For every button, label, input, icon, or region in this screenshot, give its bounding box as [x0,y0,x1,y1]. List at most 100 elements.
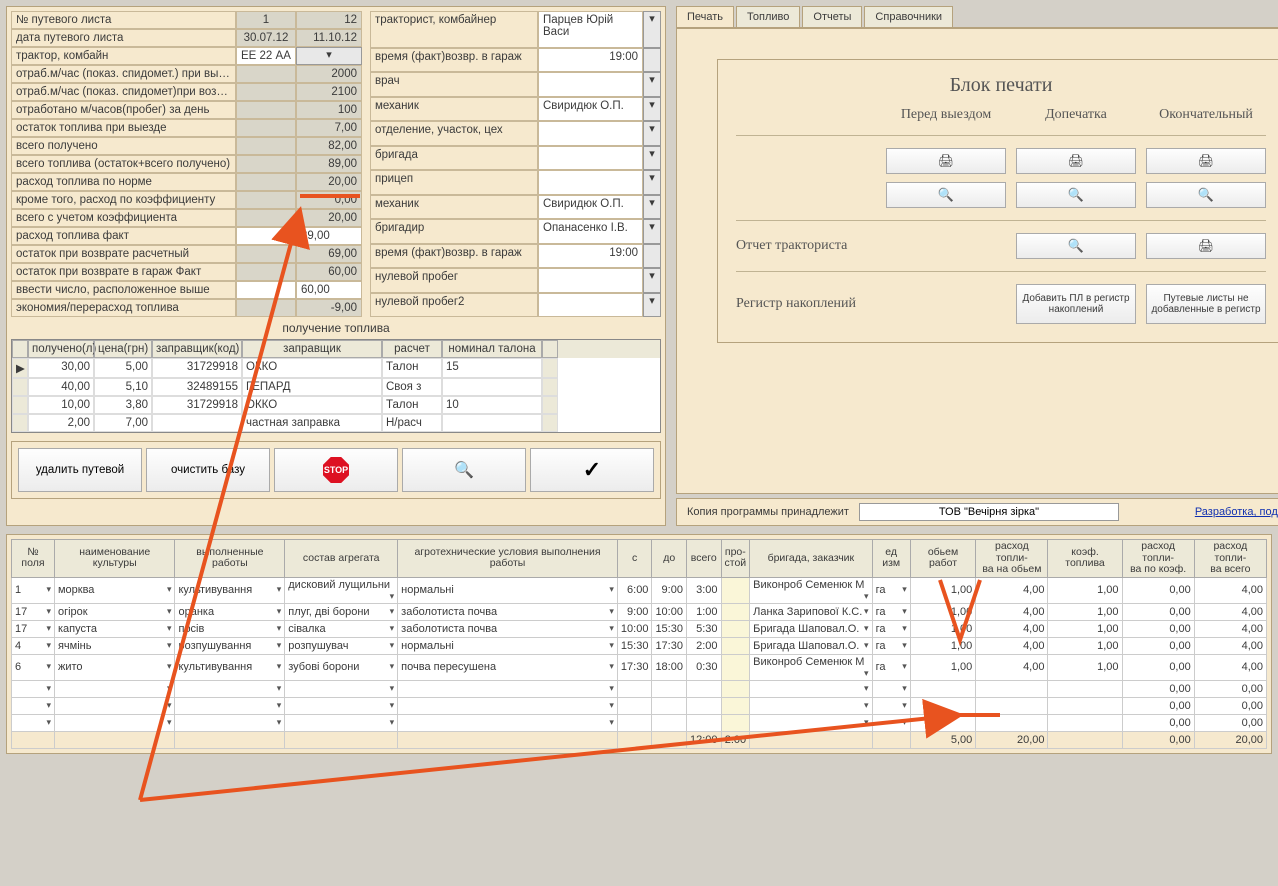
field-label: отработано м/часов(пробег) за день [11,101,236,119]
print-before-button[interactable]: 🖨 [886,148,1006,174]
accum-register-label: Регистр накоплений [736,296,876,312]
field-value[interactable] [538,72,643,97]
clear-db-button[interactable]: очистить базу [146,448,270,492]
works-row-empty[interactable]: 0,000,00 [12,680,1267,697]
check-icon [583,457,601,483]
dropdown-icon[interactable] [643,48,661,73]
field-value [236,83,296,101]
field-value[interactable] [538,268,643,293]
field-value: 20,00 [296,209,362,227]
works-row[interactable]: 17огірокоранкаплуг, дві боронизаболотист… [12,603,1267,620]
works-row-empty[interactable]: 0,000,00 [12,714,1267,731]
bottom-panel: № полянаименование культурывыполненные р… [6,534,1272,754]
support-link[interactable]: Разработка, поддержка [1195,506,1278,518]
dropdown-icon[interactable]: ▾ [643,268,661,293]
tractor-select[interactable]: ЕЕ 22 АА [236,47,296,65]
fuel-col-header: заправщик [242,340,382,358]
tab-отчеты[interactable]: Отчеты [802,6,862,27]
field-value: 11.10.12 [296,29,362,47]
works-col-header: коэф. топлива [1048,540,1122,578]
dropdown-icon[interactable]: ▾ [643,195,661,220]
driver-report-print-button[interactable]: 🖨 [1146,233,1266,259]
right-panel: ПечатьТопливоОтчетыСправочники Блок печа… [676,6,1278,526]
field-label: механик [370,195,538,220]
dropdown-icon[interactable]: ▾ [643,72,661,97]
field-label: кроме того, расход по коэффициенту [11,191,236,209]
field-value: 7,00 [296,119,362,137]
fuel-row[interactable]: ▶30,005,0031729918ОККОТалон15 [12,358,660,378]
works-totals-row: 12:002:005,0020,000,0020,00 [12,731,1267,748]
field-label: всего получено [11,137,236,155]
fuel-col-header: заправщик(код) [152,340,242,358]
field-value [236,191,296,209]
fuel-col-header: цена(грн) [94,340,152,358]
dropdown-icon[interactable]: ▾ [296,47,362,65]
field-label: время (факт)возвр. в гараж [370,244,538,269]
dropdown-icon[interactable]: ▾ [643,293,661,318]
field-value[interactable]: 19:00 [538,244,643,269]
add-to-register-button[interactable]: Добавить ПЛ в регистр накоплений [1016,284,1136,324]
field-value: 2000 [296,65,362,83]
field-value [236,137,296,155]
field-label: отраб.м/час (показ. спидомет)при возврат… [11,83,236,101]
delete-waybill-button[interactable]: удалить путевой [18,448,142,492]
dropdown-icon[interactable]: ▾ [643,121,661,146]
print-block: Блок печати Перед выездом Допечатка Окон… [717,59,1278,343]
field-value[interactable]: Опанасенко І.В. [538,219,643,244]
works-row[interactable]: 6житокультивуваннязубові боронипочва пер… [12,654,1267,680]
field-label: всего с учетом коэффициента [11,209,236,227]
dropdown-icon[interactable]: ▾ [643,11,661,48]
fuel-col-header: расчет [382,340,442,358]
search-button[interactable] [402,448,526,492]
not-in-register-button[interactable]: Путевые листы не добавленные в регистр [1146,284,1266,324]
field-value[interactable]: Парцев Юрій Васи [538,11,643,48]
driver-report-label: Отчет тракториста [736,238,876,254]
field-value[interactable] [538,121,643,146]
tab-топливо[interactable]: Топливо [736,6,800,27]
works-col-header: с [617,540,652,578]
works-row[interactable]: 4ячміньрозпушуваннярозпушувачнормальні15… [12,637,1267,654]
fuel-col-header [542,340,558,358]
field-value: 60,00 [296,281,362,299]
copyright-label: Копия программы принадлежит [687,506,849,518]
preview-reprint-button[interactable]: 🔍 [1016,182,1136,208]
confirm-button[interactable] [530,448,654,492]
field-value[interactable]: 19:00 [538,48,643,73]
field-label: ввести число, расположенное выше [11,281,236,299]
stop-button[interactable]: STOP [274,448,398,492]
fuel-row[interactable]: 40,005,1032489155ГЕПАРДСвоя з [12,378,660,396]
preview-final-button[interactable]: 🔍 [1146,182,1266,208]
works-col-header: состав агрегата [285,540,398,578]
dropdown-icon[interactable]: ▾ [643,219,661,244]
dropdown-icon[interactable] [643,244,661,269]
field-value [236,173,296,191]
works-col-header: расход топли-ва всего [1194,540,1266,578]
tab-справочники[interactable]: Справочники [864,6,953,27]
preview-before-button[interactable]: 🔍 [886,182,1006,208]
works-row-empty[interactable]: 0,000,00 [12,697,1267,714]
print-final-button[interactable]: 🖨 [1146,148,1266,174]
driver-report-preview-button[interactable]: 🔍 [1016,233,1136,259]
works-row[interactable]: 17капустапосівсівалказаболотиста почва10… [12,620,1267,637]
field-value: 69,00 [296,245,362,263]
field-value[interactable] [538,146,643,171]
field-value[interactable] [538,293,643,318]
fuel-row[interactable]: 10,003,8031729918ОККОТалон10 [12,396,660,414]
fuel-table: получено(л)цена(грн)заправщик(код)заправ… [11,339,661,433]
print-reprint-button[interactable]: 🖨 [1016,148,1136,174]
stop-icon: STOP [323,457,349,483]
field-value[interactable]: Свиридюк О.П. [538,97,643,122]
dropdown-icon[interactable]: ▾ [643,170,661,195]
field-value[interactable] [538,170,643,195]
tab-печать[interactable]: Печать [676,6,734,27]
dropdown-icon[interactable]: ▾ [643,97,661,122]
fuel-row[interactable]: 2,007,00частная заправкаН/расч [12,414,660,432]
dropdown-icon[interactable]: ▾ [643,146,661,171]
field-label: № путевого листа [11,11,236,29]
works-row[interactable]: 1морквакультивуваннядисковий лущильнинор… [12,577,1267,603]
copyright-bar: Копия программы принадлежит Разработка, … [676,498,1278,526]
field-label: прицеп [370,170,538,195]
field-value: 2100 [296,83,362,101]
field-value[interactable]: Свиридюк О.П. [538,195,643,220]
works-table: № полянаименование культурывыполненные р… [11,539,1267,749]
